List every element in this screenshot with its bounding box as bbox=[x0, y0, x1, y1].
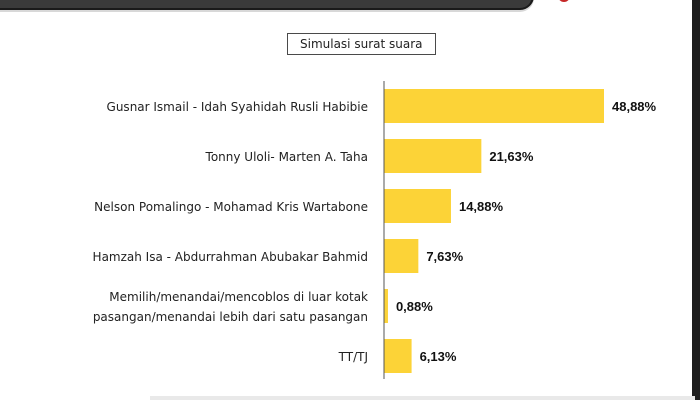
bar bbox=[384, 189, 451, 223]
data-label: 48,88% bbox=[612, 99, 657, 114]
bar bbox=[384, 239, 419, 273]
category-label: Gusnar Ismail - Idah Syahidah Rusli Habi… bbox=[107, 100, 368, 114]
data-label: 6,13% bbox=[420, 349, 457, 364]
bottom-divider bbox=[150, 396, 695, 400]
category-label: TT/TJ bbox=[338, 350, 368, 364]
bar bbox=[384, 89, 604, 123]
data-label: 7,63% bbox=[426, 249, 463, 264]
frame-edge bbox=[692, 0, 700, 400]
bar bbox=[384, 289, 388, 323]
bar bbox=[384, 139, 482, 173]
category-label: Nelson Pomalingo - Mohamad Kris Wartabon… bbox=[94, 200, 368, 214]
category-label: Memilih/menandai/mencoblos di luar kotak bbox=[109, 290, 368, 304]
category-label: pasangan/menandai lebih dari satu pasang… bbox=[93, 310, 368, 324]
data-label: 21,63% bbox=[489, 149, 534, 164]
chart-title: Simulasi surat suara bbox=[287, 33, 436, 55]
bar bbox=[384, 339, 412, 373]
category-label: Hamzah Isa - Abdurrahman Abubakar Bahmid bbox=[93, 250, 368, 264]
category-label: Tonny Uloli- Marten A. Taha bbox=[205, 150, 368, 164]
data-label: 0,88% bbox=[396, 299, 433, 314]
brand-logo-icon bbox=[558, 0, 570, 2]
data-label: 14,88% bbox=[459, 199, 504, 214]
